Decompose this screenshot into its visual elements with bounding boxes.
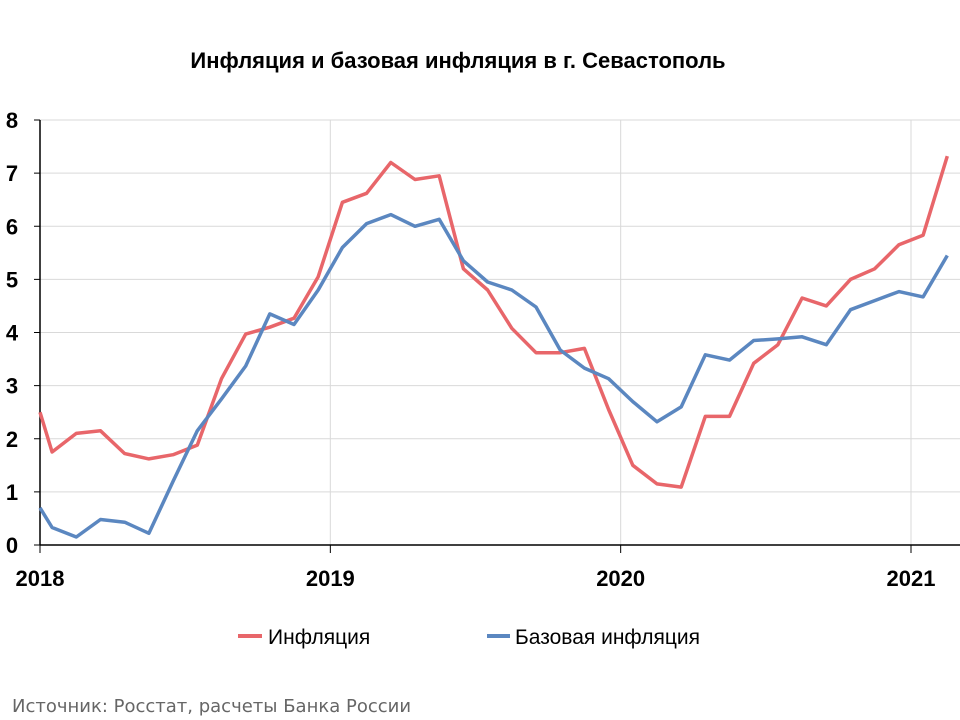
axes: 0 1 2 3 4 5 6 7 8 2018 2019 2020 2021 [6,108,960,591]
y-tick-label: 2 [6,427,18,452]
legend-label-inflation: Инфляция [268,626,370,649]
grid [40,119,960,545]
y-tick-label: 7 [6,161,18,186]
y-tick-label: 6 [6,214,18,239]
series-line-core-inflation [38,212,949,539]
y-tick-label: 4 [6,321,19,346]
chart-title: Инфляция и базовая инфляция в г. Севасто… [190,48,725,73]
series-line-inflation [38,155,949,489]
x-tick-label: 2020 [596,566,645,591]
x-tick-label: 2021 [887,566,936,591]
x-tick-label: 2018 [16,566,65,591]
series-lines [38,155,949,539]
legend: Инфляция Базовая инфляция [238,626,700,649]
source-note: Источник: Росстат, расчеты Банка России [12,696,411,717]
y-tick-label: 1 [6,480,18,505]
y-tick-label: 5 [6,267,18,292]
legend-label-core-inflation: Базовая инфляция [515,626,700,649]
x-tick-label: 2019 [306,566,355,591]
y-tick-label: 3 [6,374,18,399]
y-tick-label: 0 [6,533,18,558]
y-tick-label: 8 [6,108,18,133]
